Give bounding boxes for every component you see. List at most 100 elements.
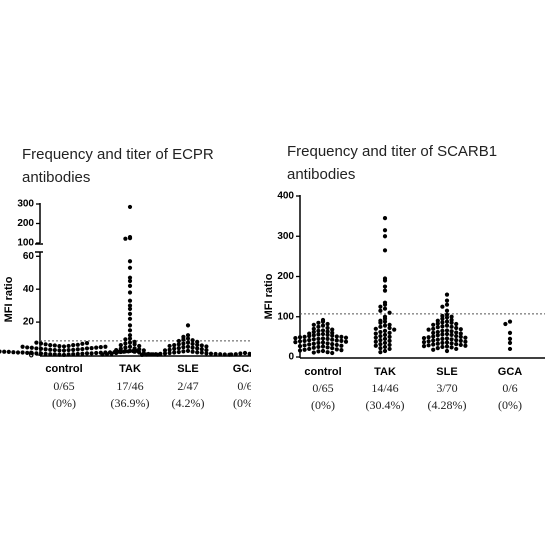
data-point: [6, 349, 11, 354]
data-point: [144, 352, 149, 357]
data-point: [190, 349, 195, 354]
data-point: [302, 347, 307, 352]
data-point: [204, 344, 209, 349]
data-point: [213, 351, 218, 357]
data-point: [137, 347, 142, 352]
data-point: [34, 346, 39, 351]
data-point: [176, 338, 181, 344]
data-point: [311, 341, 316, 346]
data-point: [162, 351, 168, 356]
data-point: [229, 352, 234, 357]
y-axis-label: MFI ratio: [263, 273, 275, 319]
data-point: [311, 326, 316, 331]
data-point: [199, 343, 204, 348]
data-point: [507, 340, 513, 346]
data-point: [297, 344, 303, 349]
data-point: [247, 351, 251, 356]
data-point: [378, 350, 383, 355]
data-point: [320, 348, 326, 354]
data-point: [431, 326, 436, 331]
data-point: [297, 335, 303, 340]
data-point: [320, 336, 326, 341]
data-point: [444, 323, 450, 328]
data-point: [339, 343, 344, 348]
x-tick-label: TAK: [119, 363, 141, 375]
data-point: [43, 347, 48, 352]
data-point: [382, 234, 388, 239]
data-point: [378, 329, 383, 335]
data-point: [66, 347, 71, 353]
data-point: [320, 319, 326, 324]
data-point: [80, 351, 85, 356]
data-point: [507, 346, 513, 352]
panel-title: Frequency and titer of SCARB1 antibodies: [287, 143, 498, 183]
data-point: [185, 344, 191, 349]
data-point: [421, 340, 427, 345]
y-tick-label: 100: [277, 311, 294, 322]
data-point: [311, 322, 316, 327]
data-point: [343, 335, 349, 340]
data-point: [320, 331, 326, 337]
data-point: [176, 349, 181, 355]
data-point: [66, 343, 71, 349]
data-point: [440, 328, 445, 333]
panel-title: Frequency and titer of ECPR antibodies: [22, 146, 214, 186]
x-tick-label: control: [304, 366, 341, 378]
data-point: [61, 348, 67, 353]
data-point: [382, 216, 388, 221]
data-point: [421, 344, 427, 349]
data-point: [426, 339, 431, 344]
data-point: [29, 345, 34, 350]
data-point: [444, 319, 450, 324]
y-tick-label: 100: [17, 238, 34, 249]
data-point: [25, 350, 30, 355]
data-point: [343, 339, 349, 344]
data-point: [38, 346, 44, 351]
data-point: [435, 341, 440, 346]
data-point: [127, 336, 133, 341]
data-point: [172, 343, 177, 348]
data-point: [185, 348, 191, 353]
data-point: [378, 333, 383, 339]
data-point: [325, 350, 330, 355]
data-point: [440, 304, 445, 309]
data-point: [311, 333, 316, 338]
data-point: [316, 328, 321, 333]
data-point: [0, 349, 2, 354]
positivity-label: 0/65: [312, 381, 333, 395]
x-tick-label: GCA: [233, 363, 251, 375]
data-point: [185, 336, 191, 341]
data-point: [139, 352, 145, 357]
data-point: [52, 343, 57, 348]
data-point: [48, 343, 53, 348]
data-point: [2, 349, 7, 354]
data-point: [316, 332, 321, 337]
data-point: [20, 344, 25, 349]
data-point: [334, 334, 339, 339]
positivity-label: (4.28%): [428, 398, 467, 412]
data-point: [325, 321, 330, 327]
data-point: [34, 340, 39, 345]
data-point: [57, 352, 62, 357]
data-point: [378, 308, 383, 313]
data-point: [127, 328, 133, 333]
data-point: [100, 352, 105, 357]
data-point: [334, 342, 339, 348]
data-point: [114, 350, 119, 356]
data-point: [440, 316, 445, 321]
data-point: [426, 327, 431, 332]
data-point: [38, 341, 44, 346]
data-point: [339, 334, 344, 339]
data-point: [320, 344, 326, 349]
data-point: [440, 324, 445, 329]
data-point: [373, 326, 378, 331]
data-point: [127, 348, 133, 353]
data-point: [127, 311, 133, 316]
positivity-label: (0%): [52, 396, 76, 410]
data-point: [421, 335, 427, 341]
data-point: [325, 332, 330, 337]
data-point: [109, 351, 114, 356]
data-point: [75, 342, 80, 347]
data-point: [185, 340, 191, 345]
